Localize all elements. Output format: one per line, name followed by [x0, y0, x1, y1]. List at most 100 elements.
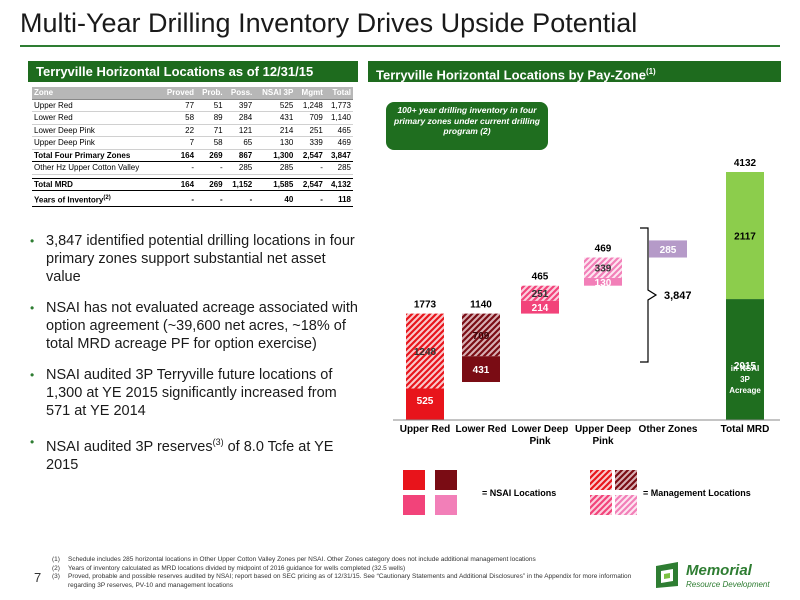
- footnote-text: Years of inventory calculated as MRD loc…: [68, 564, 406, 572]
- bullet-item: • 3,847 identified potential drilling loc…: [28, 232, 358, 286]
- data-label-total: 1773: [414, 300, 437, 311]
- bullet-item: • NSAI has not evaluated acreage associat…: [28, 299, 358, 353]
- footnote-number: (3): [52, 573, 60, 580]
- data-label-nsai: 2015: [734, 361, 757, 372]
- table-cell: 121: [224, 124, 255, 137]
- footnote-number: (1): [52, 556, 60, 563]
- table-cell: -: [159, 194, 197, 207]
- table-header-cell: Zone: [32, 87, 160, 100]
- table-cell: 1,140: [324, 111, 353, 125]
- table-cell: 251: [295, 124, 325, 137]
- row-label: Total MRD: [32, 177, 160, 191]
- bar-nsai-3: [584, 277, 622, 286]
- table-cell: 525: [254, 99, 296, 112]
- total-bar-note: in NSAI 3P Acreage: [729, 364, 761, 395]
- data-label-total: 4132: [734, 158, 757, 169]
- x-axis-tick-labels: Upper Red Lower Red Lower Deep Pink Upper De…: [400, 424, 770, 447]
- data-label-nsai: 431: [473, 365, 490, 376]
- page-title: Multi-Year Drilling Inventory Drives Ups…: [20, 8, 638, 38]
- table-cell: 214: [254, 124, 296, 137]
- chart-header-text: Terryville Horizontal Locations by Pay-Z…: [376, 67, 646, 83]
- data-label-total: 465: [532, 272, 549, 283]
- chart-bars: [406, 172, 764, 420]
- table-cell: 1,773: [324, 99, 353, 112]
- bar-management-0: [406, 313, 444, 389]
- table-cell: 89: [196, 111, 225, 125]
- table-header-cell: NSAI 3P: [254, 87, 296, 100]
- row-label: Lower Red: [32, 111, 160, 125]
- footnote-text: Proved, probable and possible reserves a…: [68, 573, 632, 589]
- table-header-cell: Total: [324, 87, 353, 100]
- table-cell: 2,547: [295, 148, 325, 162]
- table-row: Other Hz Upper Cotton Valley - -285 285-285: [32, 161, 353, 175]
- callout-text: 100+ year drilling inventory in four pri…: [394, 105, 540, 136]
- data-label-total: 469: [595, 244, 612, 255]
- table-header-row: Zone Proved Prob. Poss. NSAI 3P Mgmt Total: [32, 87, 353, 100]
- bar-nsai-0: [406, 388, 444, 420]
- x-tick-label: Lower Deep Pink: [512, 424, 569, 447]
- legend-swatch-upper-red-mgmt: [590, 470, 612, 490]
- data-label-management: 709: [473, 331, 490, 342]
- table-cell: 431: [254, 111, 296, 125]
- row-label: Lower Deep Pink: [32, 124, 160, 137]
- years-footnote: (2): [103, 194, 111, 201]
- bullet-text: 3,847 identified potential drilling loca…: [46, 233, 355, 285]
- row-label: Upper Red: [32, 99, 160, 112]
- bar-nsai-1: [462, 356, 500, 383]
- legend-swatch-lower-red-mgmt: [615, 470, 637, 490]
- data-label-management: 251: [532, 289, 549, 300]
- years-label: Years of Inventory: [34, 195, 104, 205]
- data-label-management: 339: [595, 264, 612, 275]
- table-cell: 284: [224, 111, 255, 125]
- table-cell: 1,300: [254, 148, 296, 162]
- footnote-text: Schedule includes 285 horizontal locatio…: [68, 556, 536, 563]
- table-header-cell: Proved: [159, 87, 197, 100]
- x-tick-label: Total MRD: [721, 424, 770, 435]
- table-cell: -: [224, 194, 255, 207]
- table-cell: 465: [324, 124, 353, 137]
- table-cell: 269: [196, 177, 225, 191]
- footnote-number: (2): [52, 564, 60, 572]
- table-cell: 58: [159, 111, 197, 125]
- table-cell: 3,847: [324, 148, 353, 162]
- footnote: (3) Proved, probable and possible reserve…: [52, 573, 652, 590]
- inventory-table: Zone Proved Prob. Poss. NSAI 3P Mgmt Total Upp…: [32, 87, 353, 207]
- bullet-footnote: (3): [212, 437, 224, 447]
- table-cell: -: [159, 161, 197, 175]
- legend-swatch-upper-red: [403, 470, 425, 490]
- table-total-row: Total Four Primary Zones 164 269 867 1,300 2,…: [32, 148, 353, 162]
- table-section-header: Terryville Horizontal Locations as of 12…: [28, 61, 358, 82]
- legend-nsai-label: = NSAI Locations: [482, 488, 556, 498]
- data-label-management: 2117: [734, 232, 756, 243]
- total-bar-note-line: 3P: [740, 375, 750, 384]
- total-bar-note-line: in NSAI: [731, 364, 759, 373]
- table-cell: 22: [159, 124, 197, 137]
- table-cell: 397: [224, 99, 255, 112]
- bar-management-1: [462, 313, 500, 357]
- bullet-list: • 3,847 identified potential drilling loc…: [28, 232, 358, 487]
- x-tick-label: Upper Red: [400, 424, 451, 435]
- bracket-label: 3,847: [664, 290, 692, 302]
- table-cell: 285: [324, 161, 353, 175]
- total-bar-note-line: Acreage: [729, 386, 761, 395]
- bar-management-5: [726, 172, 764, 300]
- table-cell: 1,152: [224, 177, 255, 191]
- bar-nsai-2: [521, 300, 559, 314]
- table-row: Upper Red 77 51 397 525 1,248 1,773: [32, 99, 353, 112]
- title-divider: [20, 45, 780, 47]
- legend-swatch-lower-deep-pink: [403, 495, 425, 515]
- bullet-item: • NSAI audited 3P Terryville future locat…: [28, 366, 358, 420]
- table-years-row: Years of Inventory(2) - - -40-118: [32, 194, 353, 207]
- bullet-text: NSAI audited 3P Terryville future locati…: [46, 367, 337, 419]
- bracket: [640, 227, 658, 363]
- table-row: Lower Red 58 89 284 431 709 1,140: [32, 111, 353, 125]
- table-cell: 164: [159, 148, 197, 162]
- bullet-icon: •: [30, 234, 35, 248]
- table-cell: 51: [196, 99, 225, 112]
- table-cell: 1,248: [295, 99, 325, 112]
- chart-header-footnote: (1): [645, 67, 656, 76]
- bullet-item: • NSAI audited 3P reserves(3) of 8.0 Tcfe…: [28, 433, 358, 474]
- legend-swatch-lower-red: [435, 470, 457, 490]
- table-header-cell: Prob.: [196, 87, 225, 100]
